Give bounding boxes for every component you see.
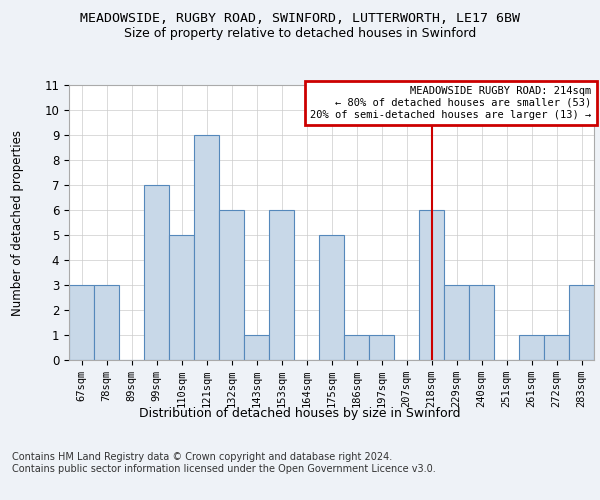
Text: Contains HM Land Registry data © Crown copyright and database right 2024.
Contai: Contains HM Land Registry data © Crown c… <box>12 452 436 474</box>
Bar <box>219 210 244 360</box>
Bar <box>69 285 94 360</box>
Text: Size of property relative to detached houses in Swinford: Size of property relative to detached ho… <box>124 28 476 40</box>
Bar <box>569 285 594 360</box>
Bar <box>344 335 369 360</box>
Bar <box>269 210 294 360</box>
Bar <box>369 335 394 360</box>
Bar <box>519 335 544 360</box>
Text: MEADOWSIDE RUGBY ROAD: 214sqm
← 80% of detached houses are smaller (53)
20% of s: MEADOWSIDE RUGBY ROAD: 214sqm ← 80% of d… <box>310 86 592 120</box>
Text: Distribution of detached houses by size in Swinford: Distribution of detached houses by size … <box>139 408 461 420</box>
Bar <box>169 235 194 360</box>
Bar <box>319 235 344 360</box>
Bar <box>544 335 569 360</box>
Text: MEADOWSIDE, RUGBY ROAD, SWINFORD, LUTTERWORTH, LE17 6BW: MEADOWSIDE, RUGBY ROAD, SWINFORD, LUTTER… <box>80 12 520 26</box>
Bar <box>144 185 169 360</box>
Bar <box>469 285 494 360</box>
Bar <box>444 285 469 360</box>
Bar <box>244 335 269 360</box>
Bar <box>94 285 119 360</box>
Bar <box>419 210 444 360</box>
Y-axis label: Number of detached properties: Number of detached properties <box>11 130 25 316</box>
Bar <box>194 135 219 360</box>
